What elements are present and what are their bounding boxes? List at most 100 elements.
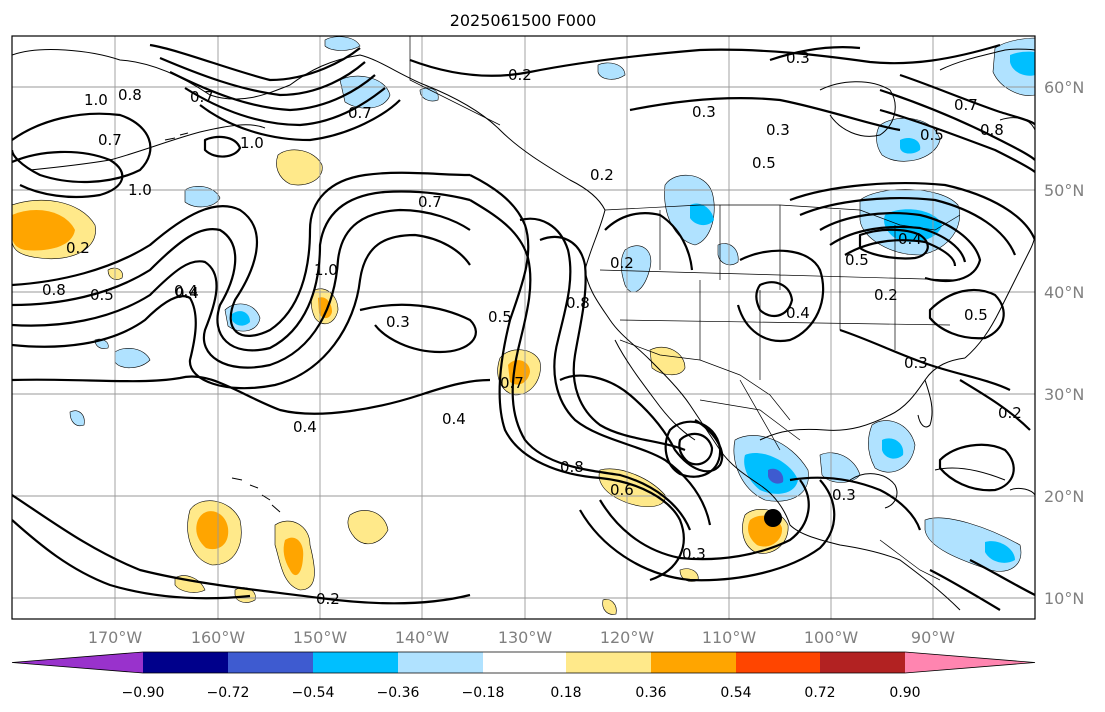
contour-label: 0.5	[845, 251, 869, 269]
contour-label: 0.5	[920, 126, 944, 144]
colorbar-tick-label: −0.90	[122, 685, 165, 701]
contour-label: 0.7	[954, 96, 978, 114]
contour-0.2-small-east	[938, 443, 1015, 492]
contour-mexico-low-2	[678, 432, 714, 466]
contour-ring-alaska-1	[149, 43, 361, 82]
contour-southern-loop-outer	[579, 479, 836, 582]
colorbar-segments	[11, 651, 1036, 674]
coast-florida	[917, 379, 933, 428]
contour-label: 0.7	[98, 131, 122, 149]
contour-label: 0.4	[786, 304, 810, 322]
contour-pacific-trough-1	[12, 171, 471, 337]
colorbar-tick-label: −0.36	[377, 685, 420, 701]
colorbar-outline	[11, 651, 1036, 674]
colorbar-tick-label: −0.54	[292, 685, 335, 701]
lat-label-40n: 40°N	[1044, 283, 1084, 302]
contour-label: 0.5	[752, 154, 776, 172]
contour-label: 0.3	[832, 486, 856, 504]
contour-label: 0.2	[998, 404, 1022, 422]
contour-label: 1.0	[128, 181, 152, 199]
contour-label: 0.3	[386, 313, 410, 331]
lon-label-140w: 140°W	[395, 628, 450, 647]
shade-yellow-sonora	[649, 346, 686, 376]
colorbar-tick-label: −0.18	[462, 685, 505, 701]
colorbar-segment	[736, 652, 820, 673]
contour-label: 0.8	[980, 121, 1004, 139]
lon-label-170w: 170°W	[88, 628, 143, 647]
contour-0.4-pacific	[12, 375, 491, 415]
contour-label: 0.3	[766, 121, 790, 139]
contour-label: 0.2	[508, 66, 532, 84]
contour-mexico-low-1	[559, 374, 724, 473]
contour-label: 1.0	[314, 261, 338, 279]
colorbar-tick-label: 0.36	[635, 685, 666, 701]
lat-label-20n: 20°N	[1044, 487, 1084, 506]
shade-cyan-115w	[690, 203, 714, 226]
shade-cyan-florida	[882, 438, 904, 459]
shade-yellow-baja	[598, 468, 666, 508]
contour-label: 0.4	[442, 410, 466, 428]
lon-label-130w: 130°W	[498, 628, 553, 647]
lon-label-120w: 120°W	[600, 628, 655, 647]
shade-cyan-great-lakes	[900, 138, 921, 154]
longitude-labels: 170°W 160°W 150°W 140°W 130°W 120°W 110°…	[88, 628, 955, 647]
contour-ring-alaska-3	[169, 71, 376, 112]
shade-blue-small-1	[69, 410, 85, 427]
colorbar-tick-labels: −0.90 −0.72 −0.54 −0.36 −0.18 0.18 0.36 …	[122, 685, 921, 701]
contour-label: 0.2	[590, 166, 614, 184]
contour-caribbean-2	[969, 559, 1035, 596]
contour-label: 0.8	[42, 281, 66, 299]
shade-yellow-160w	[276, 149, 323, 186]
contour-ring-alaska-5	[199, 99, 401, 142]
contour-0.2-south	[12, 494, 471, 605]
contour-label: 0.4	[293, 418, 317, 436]
contour-east-us-trough-1	[819, 212, 982, 282]
contour-label: 1.0	[84, 91, 108, 109]
coast-hudson	[819, 81, 896, 137]
lon-label-90w: 90°W	[911, 628, 955, 647]
contour-label: 0.5	[488, 308, 512, 326]
shade-orange-hawaii-a	[196, 511, 229, 550]
border-us-mexico	[619, 339, 791, 421]
colorbar-tick-label: 0.72	[804, 685, 835, 701]
shade-cyan-labrador	[1010, 51, 1035, 76]
lon-label-100w: 100°W	[804, 628, 859, 647]
shade-cyan-caribbean	[985, 541, 1015, 563]
lon-label-160w: 160°W	[191, 628, 246, 647]
contour-1.0-small	[203, 135, 242, 158]
shade-orange-hawaii-b	[283, 537, 304, 576]
contour-label: 0.4	[898, 230, 922, 248]
colorbar-extend-low	[12, 652, 143, 673]
contour-0.3-south	[12, 519, 251, 600]
contour-1.0-lobe	[12, 150, 124, 199]
contour-0.2-southeast	[959, 379, 1031, 431]
shade-yellow-small-3	[602, 599, 617, 615]
contour-pacific-trough-3	[12, 208, 471, 369]
contour-southern-loop	[599, 479, 810, 561]
map-frame	[11, 35, 1036, 620]
border-central-america	[879, 539, 941, 581]
contour-labrador-3	[899, 73, 1035, 126]
lat-label-10n: 10°N	[1044, 589, 1084, 608]
map-panel: 0.2 0.3 0.7 1.0 0.8 0.7 1.0 1.0 0.7 0.3 …	[11, 35, 1036, 620]
map-title: 2025061500 F000	[450, 11, 597, 30]
contour-0.4-rockies	[755, 281, 794, 318]
contour-label: 0.4	[174, 282, 198, 300]
colorbar-segment	[651, 652, 736, 673]
lat-label-30n: 30°N	[1044, 385, 1084, 404]
contour-mexico-low-3	[664, 420, 722, 478]
colorbar-tick-label: 0.90	[889, 685, 920, 701]
colorbar-segment	[398, 652, 483, 673]
contour-east-us-trough-3	[844, 239, 957, 267]
colorbar-tick-label: −0.72	[207, 685, 250, 701]
coast-labrador	[939, 48, 1035, 71]
contour-0.5-great-lakes	[928, 288, 1005, 340]
shade-blue-alaska	[339, 75, 391, 109]
contour-label: 0.2	[610, 254, 634, 272]
shade-blue-140w-north	[324, 36, 361, 51]
contour-label-group: 0.2 0.3 0.7 1.0 0.8 0.7 1.0 1.0 0.7 0.3 …	[42, 49, 1022, 608]
contour-label: 0.2	[874, 286, 898, 304]
contour-label: 0.3	[904, 354, 928, 372]
coast-baja	[614, 339, 696, 441]
